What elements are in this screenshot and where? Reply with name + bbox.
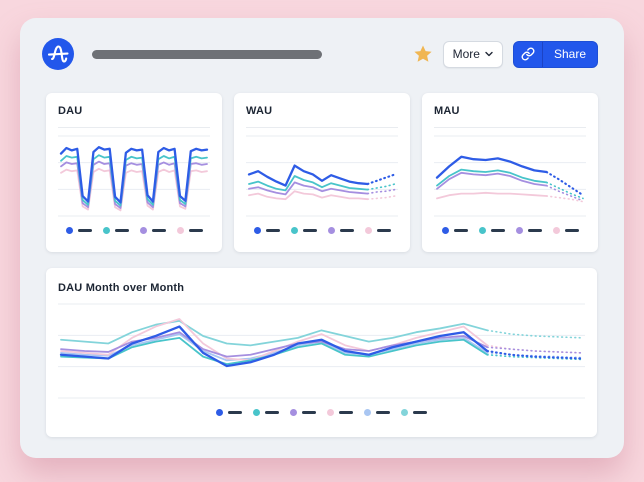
amplitude-wave-icon [47,45,69,63]
legend-dot-teal [478,227,486,234]
dau-legend [58,227,210,234]
copy-link-button[interactable] [514,41,543,67]
legend-label-placeholder [527,229,542,232]
mau-legend [434,227,586,234]
legend-label-placeholder [265,229,280,232]
legend-dot-blue [441,227,449,234]
legend-item-teal[interactable] [102,227,129,234]
wau-legend [246,227,398,234]
legend-item-teal[interactable] [478,227,505,234]
card-title-dau: DAU [58,105,83,117]
legend-item-purple[interactable] [290,409,316,416]
legend-dot-teal [290,227,298,234]
card-divider [246,127,398,128]
legend-label-placeholder [376,229,391,232]
legend-item-purple[interactable] [515,227,542,234]
legend-item-blue[interactable] [65,227,92,234]
amplitude-logo[interactable] [42,38,74,70]
dau-mom-legend [58,409,585,416]
card-title-wau: WAU [246,105,273,117]
legend-label-placeholder [339,411,353,414]
legend-item-purple[interactable] [327,227,354,234]
legend-label-placeholder [376,411,390,414]
legend-item-teal[interactable] [253,409,279,416]
chart-cards-row: DAU WAU MAU [20,93,624,252]
wau-chart[interactable] [246,134,398,218]
legend-dot-blue [65,227,73,234]
legend-item-pink[interactable] [364,227,391,234]
card-divider [58,127,210,128]
legend-item-pink[interactable] [327,409,353,416]
legend-item-teal[interactable] [290,227,317,234]
legend-item-purple[interactable] [139,227,166,234]
dashboard-header: More Share [20,18,624,70]
more-button-label: More [452,47,480,61]
legend-dot-lightcyan [401,409,408,416]
legend-dot-blue [216,409,223,416]
legend-label-placeholder [453,229,468,232]
legend-dot-teal [102,227,110,234]
share-button-group: Share [512,40,598,68]
card-divider [434,127,586,128]
legend-item-pink[interactable] [176,227,203,234]
header-actions: More Share [413,40,598,68]
legend-dot-lightblue [364,409,371,416]
legend-label-placeholder [564,229,579,232]
dashboard-title-placeholder [92,49,322,59]
legend-label-placeholder [151,229,166,232]
legend-item-lightcyan[interactable] [401,409,427,416]
legend-label-placeholder [228,411,242,414]
legend-dot-purple [290,409,297,416]
legend-dot-pink [327,409,334,416]
legend-dot-blue [253,227,261,234]
legend-item-blue[interactable] [441,227,468,234]
legend-label-placeholder [302,411,316,414]
chevron-down-icon [485,51,493,57]
legend-dot-purple [327,227,335,234]
legend-label-placeholder [490,229,505,232]
legend-dot-pink [176,227,184,234]
card-title-dau-mom: DAU Month over Month [58,282,185,294]
favorite-star-icon[interactable] [413,44,433,64]
legend-dot-purple [139,227,147,234]
legend-dot-purple [515,227,523,234]
legend-label-placeholder [77,229,92,232]
mau-chart[interactable] [434,134,586,218]
legend-item-blue[interactable] [253,227,280,234]
card-title-mau: MAU [434,105,460,117]
legend-label-placeholder [188,229,203,232]
chart-card-wau: WAU [234,93,410,252]
dau-chart[interactable] [58,134,210,218]
share-button[interactable]: Share [543,42,597,67]
legend-label-placeholder [302,229,317,232]
legend-label-placeholder [339,229,354,232]
more-button[interactable]: More [442,40,503,68]
legend-dot-pink [364,227,372,234]
legend-item-blue[interactable] [216,409,242,416]
legend-label-placeholder [413,411,427,414]
dashboard-panel: More Share [20,18,624,458]
legend-item-lightblue[interactable] [364,409,390,416]
link-icon [521,47,535,61]
legend-dot-pink [552,227,560,234]
legend-dot-teal [253,409,260,416]
chart-card-dau: DAU [46,93,222,252]
legend-item-pink[interactable] [552,227,579,234]
dau-mom-chart[interactable] [58,302,585,400]
legend-label-placeholder [114,229,129,232]
chart-card-mau: MAU [422,93,598,252]
legend-label-placeholder [265,411,279,414]
chart-card-dau-mom: DAU Month over Month [46,268,597,437]
